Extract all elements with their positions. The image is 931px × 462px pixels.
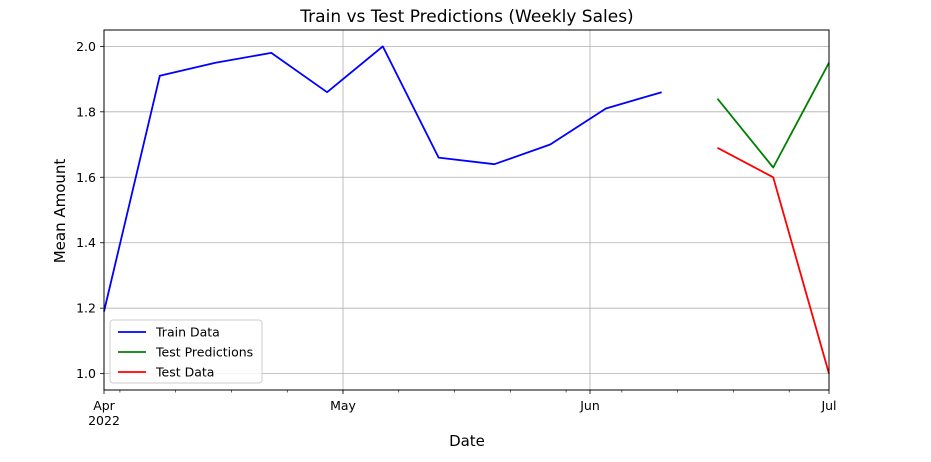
legend-label: Test Predictions xyxy=(155,345,253,360)
legend-label: Test Data xyxy=(155,365,214,380)
y-tick-label: 2.0 xyxy=(76,39,96,54)
legend: Train Data Test Predictions Test Data xyxy=(109,319,263,384)
chart-title: Train vs Test Predictions (Weekly Sales) xyxy=(299,7,633,27)
series-line-train-data xyxy=(103,45,662,312)
y-tick-label: 1.8 xyxy=(76,104,96,119)
x-tick-label: Jul xyxy=(820,398,836,413)
series-line-test-predictions xyxy=(716,62,830,169)
y-tick-label: 1.6 xyxy=(76,170,96,185)
x-tick-sublabel: 2022 xyxy=(88,413,120,428)
legend-label: Train Data xyxy=(155,325,220,340)
plot-series xyxy=(103,45,830,374)
x-tick-label: May xyxy=(330,398,356,413)
y-tick-label: 1.4 xyxy=(76,235,96,250)
plot-frame xyxy=(103,29,830,391)
x-axis-label: Date xyxy=(449,432,485,450)
y-tick-label: 1.0 xyxy=(76,366,96,381)
x-tick-label: Apr xyxy=(93,398,115,413)
x-tick-label: Jun xyxy=(579,398,600,413)
legend-box xyxy=(109,319,263,384)
y-axis-label: Mean Amount xyxy=(51,159,69,264)
y-tick-label: 1.2 xyxy=(76,301,96,316)
series-line-test-data xyxy=(717,147,830,374)
